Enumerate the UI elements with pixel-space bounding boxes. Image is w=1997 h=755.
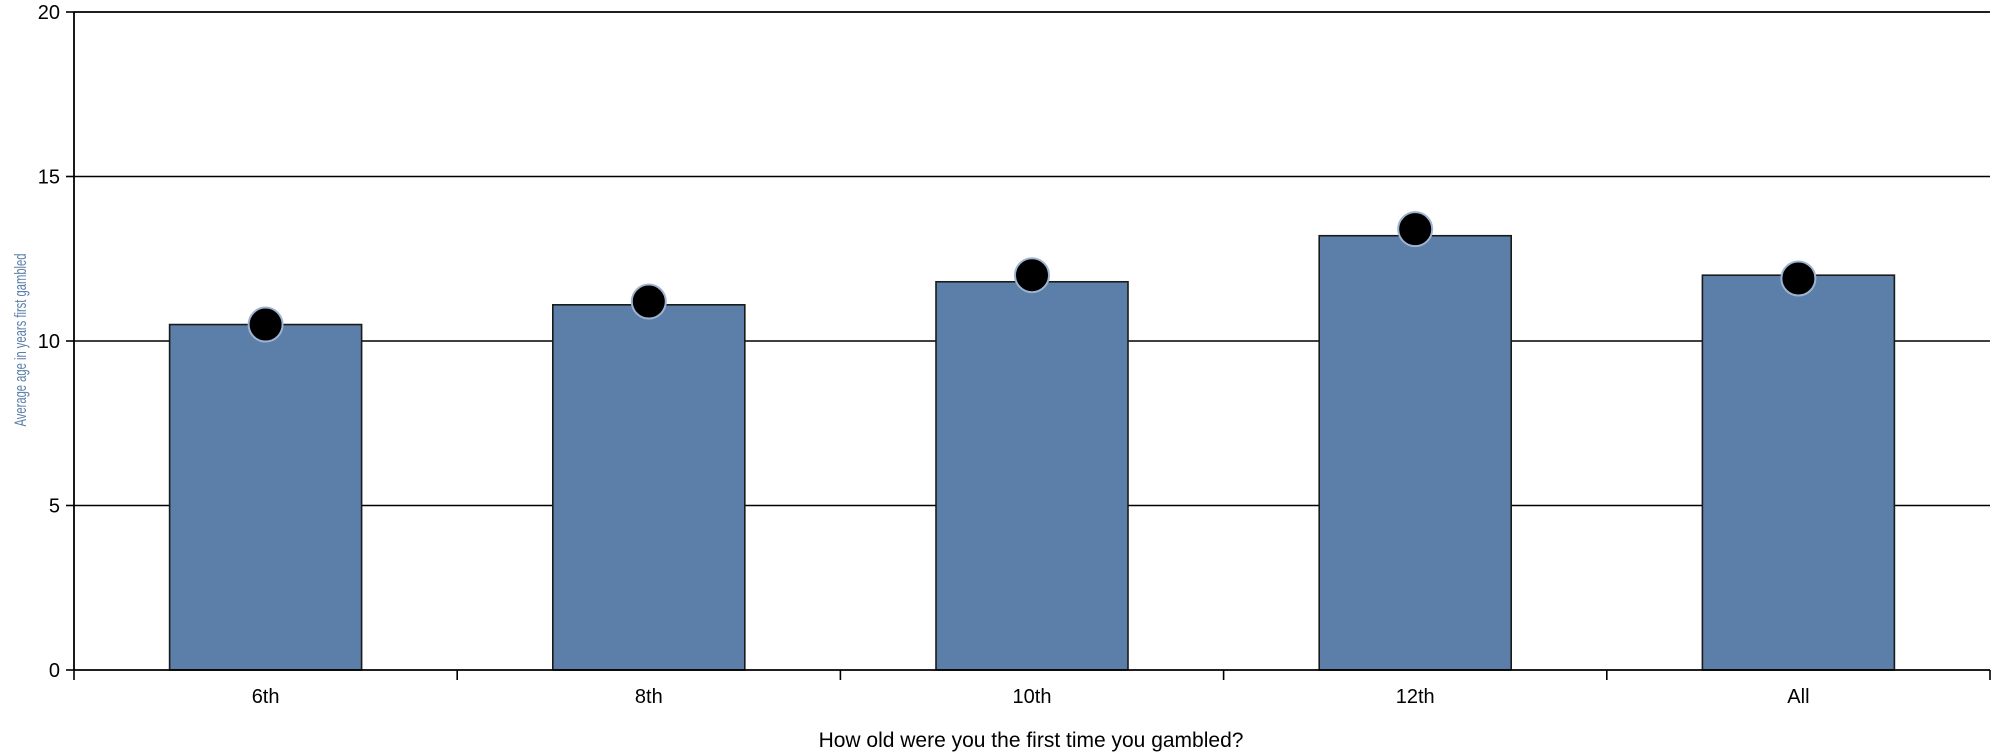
y-axis-title: Average age in years first gambled xyxy=(12,253,31,426)
y-tick-label-10: 10 xyxy=(38,331,60,353)
marker-10th xyxy=(1014,257,1050,294)
marker-All xyxy=(1780,260,1817,297)
bar-10th xyxy=(935,280,1129,671)
x-tick-label-12th: 12th xyxy=(1396,686,1435,708)
marker-12th xyxy=(1397,211,1434,248)
bar-6th xyxy=(168,323,363,671)
bar-12th xyxy=(1318,234,1512,671)
markers xyxy=(247,211,1817,343)
axes: 0 5 10 15 20 6th 8th 10th 12th All xyxy=(38,2,1991,708)
marker-8th xyxy=(630,283,667,320)
x-tick-label-6th: 6th xyxy=(252,686,280,708)
y-tick-label-20: 20 xyxy=(38,2,60,24)
y-tick-label-5: 5 xyxy=(49,496,60,518)
bar-All xyxy=(1701,274,1896,671)
x-tick-label-10th: 10th xyxy=(1013,686,1052,708)
y-tick-label-15: 15 xyxy=(38,167,60,189)
x-tick-label-All: All xyxy=(1787,686,1809,708)
x-tick-label-8th: 8th xyxy=(635,686,663,708)
x-axis-title: How old were you the first time you gamb… xyxy=(819,729,1244,752)
y-tick-label-0: 0 xyxy=(49,660,60,682)
bar-8th xyxy=(551,304,746,671)
marker-6th xyxy=(247,306,284,343)
bars xyxy=(168,234,1896,671)
